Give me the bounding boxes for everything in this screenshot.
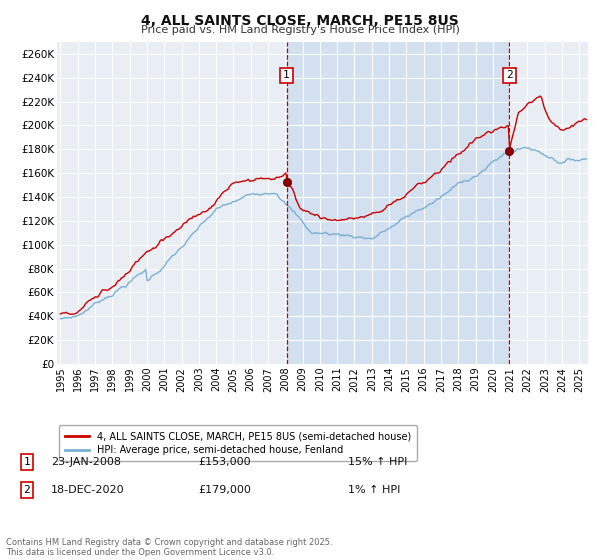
Legend: 4, ALL SAINTS CLOSE, MARCH, PE15 8US (semi-detached house), HPI: Average price, : 4, ALL SAINTS CLOSE, MARCH, PE15 8US (se…: [59, 425, 417, 461]
Text: 15% ↑ HPI: 15% ↑ HPI: [348, 457, 407, 467]
Text: 2: 2: [506, 71, 513, 81]
Text: £153,000: £153,000: [198, 457, 251, 467]
Text: £179,000: £179,000: [198, 485, 251, 495]
Text: 18-DEC-2020: 18-DEC-2020: [51, 485, 125, 495]
Text: 2: 2: [23, 485, 31, 495]
Text: 1: 1: [23, 457, 31, 467]
Text: 1% ↑ HPI: 1% ↑ HPI: [348, 485, 400, 495]
Bar: [287, 42, 509, 364]
Text: 23-JAN-2008: 23-JAN-2008: [51, 457, 121, 467]
Text: 4, ALL SAINTS CLOSE, MARCH, PE15 8US: 4, ALL SAINTS CLOSE, MARCH, PE15 8US: [141, 14, 459, 28]
Text: Contains HM Land Registry data © Crown copyright and database right 2025.
This d: Contains HM Land Registry data © Crown c…: [6, 538, 332, 557]
Text: Price paid vs. HM Land Registry's House Price Index (HPI): Price paid vs. HM Land Registry's House …: [140, 25, 460, 35]
Text: 1: 1: [283, 71, 290, 81]
